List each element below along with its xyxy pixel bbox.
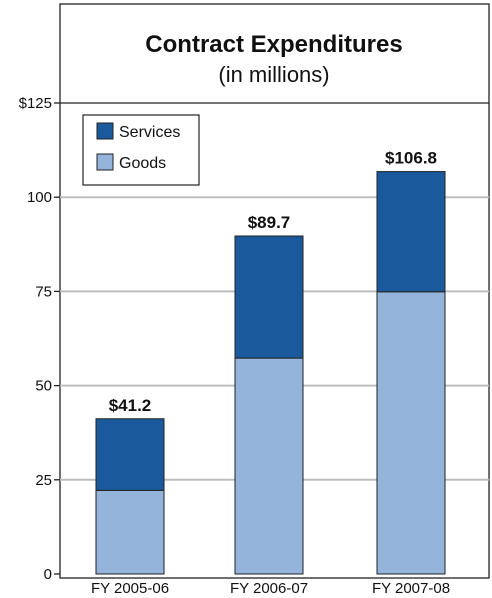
bar-goods-3	[376, 291, 446, 575]
total-label-1: $41.2	[109, 396, 152, 415]
labels: $41.2 FY 2005-06 $89.7 FY 2006-07 $106.8 FY 2…	[91, 149, 450, 597]
legend-label-services: Services	[119, 124, 180, 141]
y-tick-label: 75	[35, 283, 52, 300]
bars	[95, 171, 446, 575]
legend: Services Goods	[82, 114, 200, 186]
chart-title: Contract Expenditures	[145, 31, 402, 58]
bar-goods-2	[234, 357, 304, 575]
x-category-label: FY 2007-08	[372, 580, 450, 597]
total-label-2: $89.7	[248, 213, 291, 232]
x-category-label: FY 2006-07	[230, 580, 308, 597]
y-tick-label: $125	[19, 95, 52, 112]
bar-services-2	[234, 235, 304, 359]
y-tick-label: 50	[35, 378, 52, 395]
legend-swatch-goods	[96, 153, 114, 171]
legend-swatch-services	[96, 122, 114, 140]
chart-subtitle: (in millions)	[218, 62, 329, 87]
legend-label-goods: Goods	[119, 155, 166, 172]
y-tick-label: 25	[35, 472, 52, 489]
bar-services-3	[376, 171, 446, 293]
axes: 0 25 50 75 100 $125	[19, 95, 60, 583]
y-tick-label: 0	[44, 566, 52, 583]
total-label-3: $106.8	[385, 149, 437, 168]
x-category-label: FY 2005-06	[91, 580, 169, 597]
y-tick-label: 100	[27, 189, 52, 206]
bar-services-1	[95, 418, 165, 491]
bar-goods-1	[95, 489, 165, 575]
